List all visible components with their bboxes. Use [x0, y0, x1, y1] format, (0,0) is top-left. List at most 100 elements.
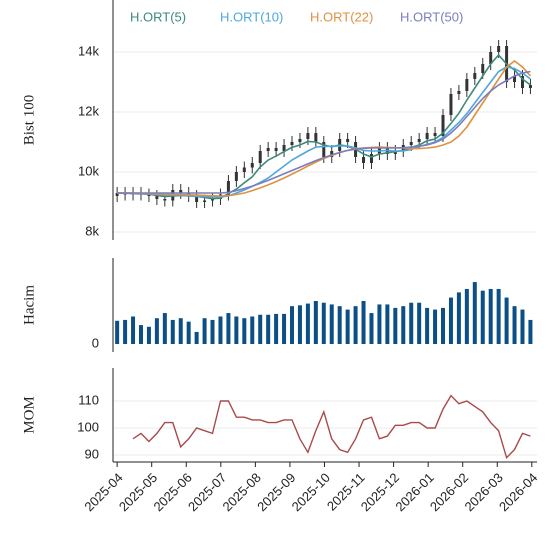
volume-bar — [433, 309, 438, 345]
volume-bar — [162, 313, 167, 345]
volume-bar — [282, 313, 287, 345]
candle-body — [203, 200, 207, 202]
volume-bar — [186, 321, 191, 345]
candle-body — [298, 138, 302, 142]
y-tick-label: 12k — [78, 103, 99, 118]
candle-body — [481, 63, 485, 73]
volume-bar — [385, 304, 390, 345]
candle-body — [441, 114, 445, 136]
moving-average-line — [117, 53, 531, 200]
legend-label: H.ORT(50) — [400, 9, 463, 24]
candle-body — [330, 150, 334, 157]
volume-bar — [337, 306, 342, 345]
volume-bar — [226, 313, 231, 345]
y-tick-label: 110 — [78, 392, 99, 407]
candle-body — [362, 156, 366, 163]
volume-bar — [464, 288, 469, 345]
y-tick-label: 14k — [78, 43, 99, 58]
legend-label: H.ORT(10) — [220, 9, 283, 24]
volume-bar — [409, 302, 414, 345]
candle-body — [290, 141, 294, 145]
volume-bar — [146, 326, 151, 345]
volume-bar — [313, 301, 318, 345]
volume-bar — [441, 307, 446, 345]
volume-bar — [266, 314, 271, 345]
moving-average-line — [117, 66, 531, 198]
volume-bar — [448, 297, 453, 345]
y-axis-title: MOM — [21, 396, 37, 434]
candle-body — [250, 162, 254, 168]
candle-body — [314, 132, 318, 142]
volume-bar — [115, 320, 120, 345]
candle-body — [520, 75, 524, 88]
volume-bar — [345, 309, 350, 345]
volume-bar — [401, 306, 406, 345]
candle-body — [346, 138, 350, 142]
y-axis-title: Hacim — [21, 285, 37, 325]
candle-body — [234, 171, 238, 181]
volume-bar — [178, 318, 183, 345]
candle-body — [266, 147, 270, 151]
volume-bar — [138, 325, 143, 345]
volume-bar — [321, 302, 326, 345]
y-axis-title: Bist 100 — [21, 95, 37, 145]
volume-bar — [154, 318, 159, 345]
candle-body — [322, 141, 326, 157]
candle-body — [211, 198, 215, 201]
volume-bar — [417, 302, 422, 345]
volume-bar — [234, 316, 239, 345]
volume-bar — [218, 316, 223, 345]
candle-body — [195, 195, 199, 202]
volume-bar — [210, 319, 215, 345]
volume-bar — [258, 314, 263, 345]
moving-average-line — [117, 70, 531, 194]
x-tick-label: 2025-10 — [289, 470, 333, 514]
volume-bar — [456, 292, 461, 345]
volume-bar — [520, 309, 525, 345]
volume-bar — [289, 306, 294, 345]
candle-body — [155, 195, 159, 199]
candle-body — [274, 147, 278, 151]
candle-body — [258, 150, 262, 163]
momentum-line — [132, 394, 531, 460]
candle-body — [473, 72, 477, 79]
moving-average-line — [117, 59, 532, 197]
candle-body — [115, 192, 119, 196]
legend-label: H.ORT(5) — [130, 9, 186, 24]
volume-bar — [361, 301, 366, 345]
volume-bar — [488, 288, 493, 345]
candle-body — [163, 198, 167, 201]
candle-body — [528, 84, 532, 88]
volume-bar — [472, 282, 477, 345]
y-tick-label: 0 — [92, 335, 99, 350]
candle-body — [242, 167, 246, 172]
volume-bar — [274, 313, 279, 345]
volume-bar — [480, 290, 485, 345]
candle-body — [513, 75, 517, 82]
candle-body — [457, 90, 461, 94]
y-tick-label: 90 — [85, 446, 99, 461]
volume-bar — [504, 297, 509, 345]
volume-bar — [250, 316, 255, 345]
volume-bar — [377, 304, 382, 345]
candle-body — [489, 51, 493, 64]
candle-body — [409, 141, 413, 145]
y-tick-label: 10k — [78, 163, 99, 178]
candle-body — [179, 189, 183, 193]
candle-body — [226, 180, 230, 195]
y-tick-label: 100 — [77, 419, 99, 434]
volume-bar — [369, 313, 374, 345]
x-tick-label: 2026-04 — [496, 470, 540, 514]
volume-bar — [305, 303, 310, 345]
volume-bar — [131, 316, 136, 345]
y-tick-label: 8k — [85, 223, 99, 238]
volume-bar — [170, 319, 175, 345]
volume-bar — [297, 305, 302, 345]
volume-bar — [528, 319, 533, 345]
candle-body — [393, 150, 397, 154]
candle-body — [147, 194, 151, 196]
candle-body — [282, 144, 286, 151]
volume-bar — [123, 319, 128, 345]
volume-bar — [496, 288, 501, 345]
